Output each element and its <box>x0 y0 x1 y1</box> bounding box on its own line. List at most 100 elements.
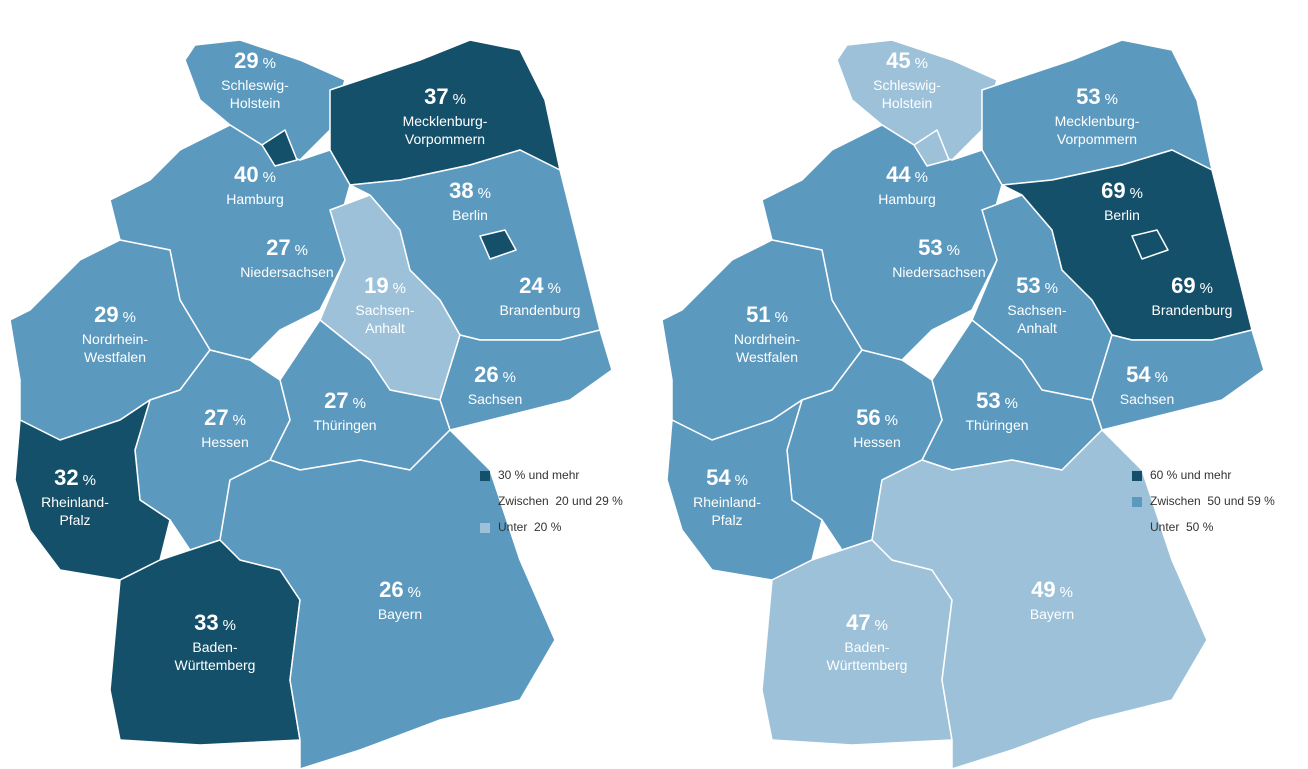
value-number: 69 <box>1101 178 1125 203</box>
region-name: Württemberg <box>827 657 908 673</box>
value-number: 45 <box>886 48 910 73</box>
region-name: Hessen <box>201 434 248 450</box>
value-unit: % <box>223 617 236 634</box>
value-number: 27 <box>324 388 348 413</box>
region-name: Niedersachsen <box>892 264 985 280</box>
region-name: Schleswig- <box>873 77 941 93</box>
region-value: 40% <box>234 162 276 187</box>
value-number: 54 <box>1126 362 1151 387</box>
region-name: Sachsen- <box>355 302 414 318</box>
region-name: Rheinland- <box>693 494 761 510</box>
region-value: 27% <box>266 235 308 260</box>
legend-swatch <box>480 471 490 481</box>
region-value: 26% <box>379 577 421 602</box>
value-unit: % <box>408 584 421 601</box>
value-unit: % <box>478 185 491 202</box>
value-unit: % <box>915 169 928 186</box>
region-name: Brandenburg <box>500 302 581 318</box>
value-number: 47 <box>846 610 870 635</box>
region-name: Sachsen <box>468 391 522 407</box>
region-value: 19% <box>364 273 406 298</box>
value-unit: % <box>1060 584 1073 601</box>
region-value: 69% <box>1171 273 1213 298</box>
value-number: 26 <box>379 577 403 602</box>
region-value: 26% <box>474 362 516 387</box>
map: 29 % Schleswig- Holstein 37 % Mecklenburg- Vorp… <box>9 39 623 769</box>
region-value: 53% <box>976 388 1018 413</box>
value-number: 44 <box>886 162 911 187</box>
region-name: Sachsen <box>1120 391 1174 407</box>
value-unit: % <box>1200 280 1213 297</box>
region-name: Anhalt <box>365 320 405 336</box>
value-number: 40 <box>234 162 258 187</box>
value-unit: % <box>885 412 898 429</box>
legend-swatch <box>1132 497 1142 507</box>
value-unit: % <box>875 617 888 634</box>
region <box>1131 229 1169 260</box>
region <box>14 399 171 581</box>
value-unit: % <box>503 369 516 386</box>
region-name: Westfalen <box>84 349 146 365</box>
value-number: 27 <box>266 235 290 260</box>
value-unit: % <box>233 412 246 429</box>
value-unit: % <box>295 242 308 259</box>
legend-swatch <box>1132 471 1142 481</box>
value-number: 32 <box>54 465 78 490</box>
region-value: 53% <box>1016 273 1058 298</box>
value-unit: % <box>263 169 276 186</box>
region-value: 29% <box>94 302 136 327</box>
region-value: 38% <box>449 178 491 203</box>
region-name: Hessen <box>853 434 900 450</box>
region-name: Vorpommern <box>405 131 485 147</box>
region-name: Holstein <box>230 95 281 111</box>
region-value: 45% <box>886 48 928 73</box>
region-name: Westfalen <box>736 349 798 365</box>
region-name: Nordrhein- <box>82 331 148 347</box>
region-name: Brandenburg <box>1152 302 1233 318</box>
value-number: 51 <box>746 302 770 327</box>
region-value: 53% <box>918 235 960 260</box>
region-value: 54% <box>706 465 748 490</box>
value-number: 26 <box>474 362 498 387</box>
value-unit: % <box>353 395 366 412</box>
legend-label: Zwischen 50 und 59 % <box>1150 494 1275 508</box>
region-value: 47% <box>846 610 888 635</box>
region-name: Thüringen <box>965 417 1028 433</box>
region-name: Sachsen- <box>1007 302 1066 318</box>
value-number: 24 <box>519 273 544 298</box>
value-number: 33 <box>194 610 218 635</box>
value-unit: % <box>947 242 960 259</box>
legend-label: Unter 50 % <box>1150 520 1214 534</box>
value-number: 29 <box>234 48 258 73</box>
region-name: Bayern <box>378 606 422 622</box>
legend-label: 30 % und mehr <box>498 468 579 482</box>
region-name: Mecklenburg- <box>1055 113 1140 129</box>
region-value: 56% <box>856 405 898 430</box>
region-value: 51% <box>746 302 788 327</box>
region-name: Berlin <box>1104 207 1140 223</box>
region <box>261 129 298 167</box>
value-unit: % <box>1155 369 1168 386</box>
region-name: Bayern <box>1030 606 1074 622</box>
region-value: 27% <box>324 388 366 413</box>
region-value: 24% <box>519 273 561 298</box>
map: 45 % Schleswig- Holstein 53 % Mecklenburg- Vorp… <box>661 39 1275 769</box>
value-unit: % <box>1130 185 1143 202</box>
region-name: Baden- <box>844 639 889 655</box>
value-unit: % <box>1045 280 1058 297</box>
region-value: 37% <box>424 84 466 109</box>
region-name: Thüringen <box>313 417 376 433</box>
value-number: 54 <box>706 465 731 490</box>
region-value: 69% <box>1101 178 1143 203</box>
value-number: 53 <box>976 388 1000 413</box>
region <box>913 129 950 167</box>
value-number: 37 <box>424 84 448 109</box>
value-unit: % <box>1005 395 1018 412</box>
region-value: 32% <box>54 465 96 490</box>
region <box>219 429 556 769</box>
value-unit: % <box>775 309 788 326</box>
region-value: 33% <box>194 610 236 635</box>
region-name: Nordrhein- <box>734 331 800 347</box>
region-name: Württemberg <box>175 657 256 673</box>
